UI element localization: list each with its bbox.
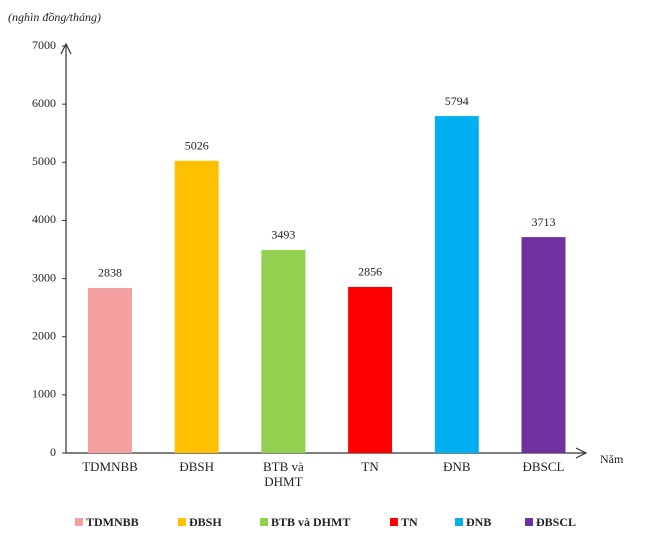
x-tick-label: ĐNB: [443, 459, 471, 474]
y-axis-label: (nghìn đồng/tháng): [8, 10, 101, 24]
legend-swatch: [390, 518, 398, 526]
bar: [174, 160, 219, 454]
bar: [261, 249, 306, 453]
legend-label: TDMNBB: [86, 515, 139, 529]
y-tick-label: 5000: [32, 154, 56, 168]
x-tick-label: TDMNBB: [82, 459, 138, 474]
legend-label: TN: [401, 515, 418, 529]
legend-label: ĐBSCL: [536, 515, 576, 529]
y-tick-label: 1000: [32, 387, 56, 401]
x-tick-label: TN: [361, 459, 379, 474]
legend-swatch: [455, 518, 463, 526]
legend-swatch: [75, 518, 83, 526]
value-label: 2838: [98, 266, 122, 280]
legend-swatch: [260, 518, 268, 526]
value-label: 5026: [185, 139, 209, 153]
bar: [348, 286, 393, 453]
value-label: 3713: [532, 215, 556, 229]
y-tick-label: 2000: [32, 328, 56, 342]
y-tick-label: 6000: [32, 96, 56, 110]
y-tick-label: 7000: [32, 38, 56, 52]
x-tick-label: ĐBSCL: [522, 459, 565, 474]
value-label: 5794: [445, 94, 469, 108]
bar: [88, 287, 132, 453]
y-tick-label: 0: [50, 445, 56, 459]
x-tick-label: BTB và DHMT: [262, 459, 304, 489]
bar: [434, 116, 479, 453]
value-label: 2856: [358, 265, 382, 279]
legend-label: BTB và DHMT: [271, 515, 350, 529]
legend-swatch: [178, 518, 186, 526]
x-arrow: [575, 447, 588, 459]
value-label: 3493: [271, 228, 295, 242]
legend-swatch: [525, 518, 533, 526]
x-tick-label: ĐBSH: [179, 459, 215, 474]
y-tick-label: 4000: [32, 212, 56, 226]
legend-label: ĐNB: [466, 515, 491, 529]
y-tick-label: 3000: [32, 270, 56, 284]
legend-label: ĐBSH: [189, 515, 222, 529]
bar: [521, 237, 566, 453]
x-axis-label: Năm: [600, 452, 624, 466]
y-arrow: [60, 42, 72, 55]
